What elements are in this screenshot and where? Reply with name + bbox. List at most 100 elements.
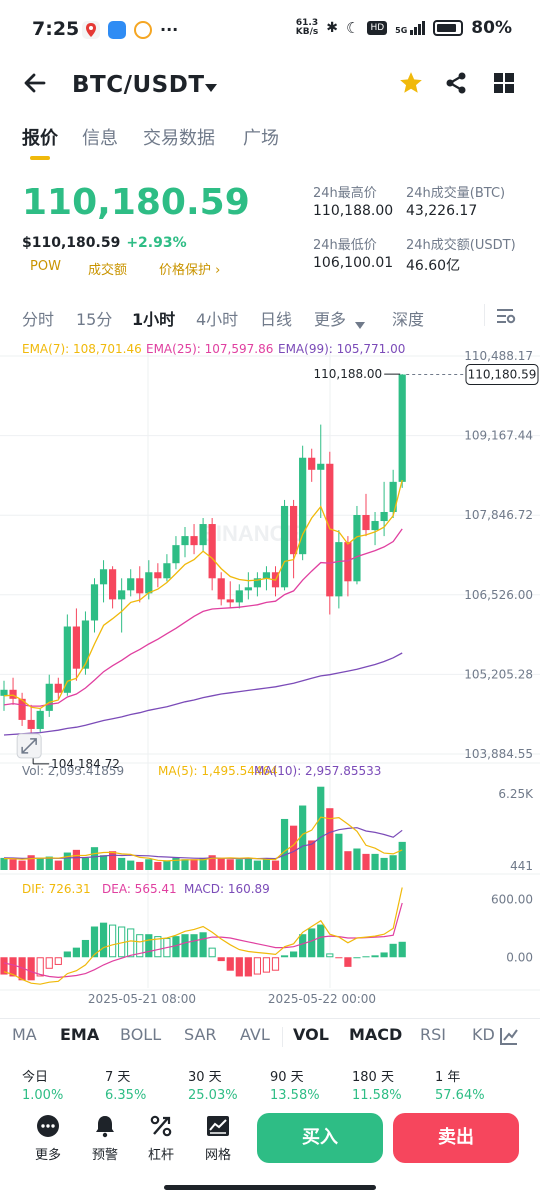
tab-square[interactable]: 广场 — [243, 128, 279, 149]
tf-1h[interactable]: 1小时 — [132, 310, 176, 329]
back-arrow-icon[interactable] — [22, 70, 48, 100]
candle-body — [398, 374, 406, 482]
macd-hist-bar — [63, 951, 71, 958]
macd-axis-label: 0.00 — [506, 950, 533, 964]
ind-macd[interactable]: MACD — [349, 1025, 403, 1044]
ind-vol[interactable]: VOL — [293, 1025, 329, 1044]
macd-hist-bar — [72, 947, 80, 958]
ind-avl[interactable]: AVL — [240, 1025, 270, 1044]
more-button[interactable]: 更多 — [23, 1110, 73, 1163]
status-time: 7:25 — [32, 18, 80, 40]
candle-body — [45, 683, 53, 711]
ema7-legend: EMA(7): 108,701.46 — [22, 342, 142, 356]
candle-body — [9, 689, 17, 699]
volume-bar — [45, 856, 53, 870]
kline-chart-area[interactable]: BINANCE EMA(7): 108,701.46 EMA(25): 107,59… — [0, 338, 540, 1022]
volume-bar — [335, 833, 343, 870]
tf-time-sharing[interactable]: 分时 — [22, 310, 55, 329]
home-indicator — [164, 1185, 376, 1190]
favorite-star-icon[interactable] — [398, 70, 424, 100]
candle-body — [217, 578, 225, 600]
low-value: 106,100.01 — [313, 255, 394, 271]
volume-bar — [208, 855, 216, 870]
tf-4h[interactable]: 4小时 — [196, 310, 239, 329]
perf-label-today: 今日 — [22, 1070, 49, 1085]
candle-body — [253, 578, 261, 588]
tab-quote[interactable]: 报价 — [22, 128, 58, 149]
pair-title[interactable]: BTC/USDT — [72, 72, 205, 98]
indicator-settings-icon[interactable] — [497, 1026, 519, 1050]
dnd-moon-icon: ☾ — [346, 19, 360, 37]
ind-kdj[interactable]: KDJ — [472, 1025, 494, 1044]
price-axis-label: 110,488.17 — [464, 349, 533, 363]
sell-button[interactable]: 卖出 — [393, 1113, 519, 1163]
more-notifications-icon: ··· — [160, 20, 179, 39]
more-dots-icon — [36, 1114, 60, 1138]
tag-price-protection[interactable]: 价格保护 › — [159, 263, 221, 278]
candle-body — [36, 710, 44, 729]
chart-settings-icon[interactable] — [496, 307, 516, 329]
vol-axis-label: 6.25K — [498, 787, 534, 801]
tf-depth[interactable]: 深度 — [392, 310, 425, 329]
ind-sar[interactable]: SAR — [184, 1025, 217, 1044]
grid-button[interactable]: 网格 — [193, 1110, 243, 1163]
ema99-line — [3, 652, 403, 736]
perf-value-7d: 6.35% — [105, 1088, 147, 1100]
ind-ma[interactable]: MA — [12, 1025, 37, 1044]
volume-bar — [163, 860, 171, 870]
price-axis-label: 105,205.28 — [464, 667, 533, 681]
dif-line — [3, 887, 403, 985]
macd-hist-bar — [371, 955, 379, 958]
alert-button[interactable]: 预警 — [80, 1110, 130, 1163]
buy-button[interactable]: 买入 — [257, 1113, 383, 1163]
performance-row: 今日 1.00% 7 天 6.35% 30 天 25.03% 90 天 13.5… — [0, 1062, 540, 1102]
volume-bar — [54, 860, 62, 870]
candle-body — [235, 590, 243, 603]
candle-body — [262, 572, 271, 579]
current-price-tag-label: 110,180.59 — [468, 368, 537, 382]
candle-body — [181, 536, 189, 546]
tf-more-dropdown-icon[interactable] — [355, 314, 365, 333]
layout-grid-icon[interactable] — [494, 73, 514, 97]
dea-legend: DEA: 565.41 — [102, 882, 177, 896]
volume-bar — [145, 859, 153, 870]
grid-bot-icon — [206, 1114, 230, 1138]
macd-hist-bar — [308, 928, 316, 958]
volume-bar — [81, 857, 90, 870]
macd-hist-bar — [172, 936, 180, 958]
volume-bar — [398, 841, 406, 870]
tf-more[interactable]: 更多 — [314, 310, 347, 329]
signal-icon: 5G — [395, 21, 426, 35]
candle-body — [90, 584, 99, 621]
ind-rsi[interactable]: RSI — [420, 1025, 446, 1044]
macd-hist-bar — [45, 957, 53, 969]
vol-ma5-legend: MA(5): 1,495.54464 — [158, 764, 278, 778]
volume-bar — [127, 860, 135, 870]
tf-15m[interactable]: 15分 — [76, 310, 113, 329]
macd-hist-bar — [290, 951, 298, 958]
macd-hist-bar — [199, 932, 207, 958]
macd-hist-bar — [99, 922, 108, 958]
share-icon[interactable] — [444, 71, 468, 99]
bluetooth-icon: ✱ — [326, 20, 338, 36]
macd-hist-bar — [36, 957, 44, 977]
tab-info[interactable]: 信息 — [82, 128, 118, 149]
candle-body — [344, 542, 352, 582]
candle-body — [63, 626, 71, 693]
ind-boll[interactable]: BOLL — [120, 1025, 162, 1044]
tab-trading-data[interactable]: 交易数据 — [143, 128, 215, 149]
leverage-button[interactable]: 杠杆 — [136, 1110, 186, 1163]
tag-turnover[interactable]: 成交额 — [88, 263, 128, 278]
pair-dropdown-icon[interactable] — [204, 78, 218, 97]
volume-bar — [226, 859, 234, 870]
tf-daily[interactable]: 日线 — [260, 310, 293, 329]
tag-pow[interactable]: POW — [30, 259, 61, 274]
volume-bar — [326, 808, 334, 870]
candle-body — [362, 515, 370, 531]
volume-bar — [72, 849, 80, 870]
vol-usdt-value: 46.60亿 — [406, 258, 461, 274]
ind-ema[interactable]: EMA — [60, 1025, 100, 1044]
volume-bar — [0, 857, 8, 870]
usd-price: $110,180.59 — [22, 235, 121, 251]
